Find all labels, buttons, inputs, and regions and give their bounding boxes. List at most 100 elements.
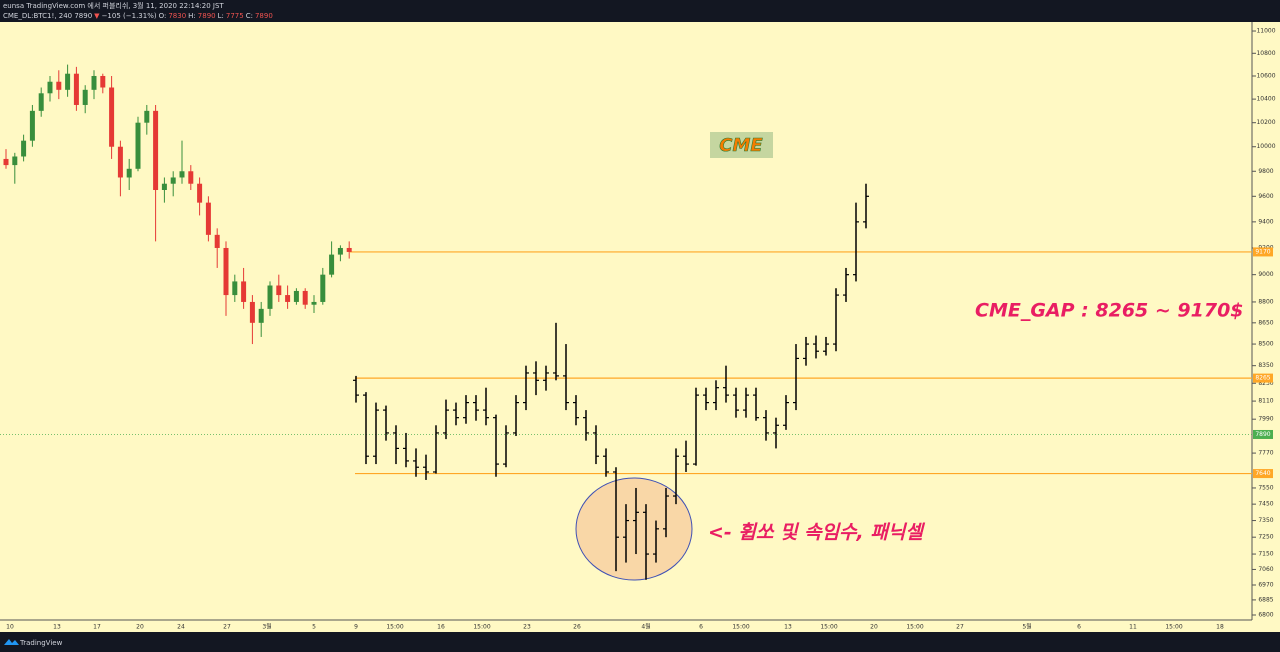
candle-body — [241, 281, 247, 302]
y-tick-label: 8500 — [1258, 341, 1273, 348]
candle-body — [179, 171, 185, 178]
y-tick-label: 10800 — [1256, 50, 1275, 57]
x-tick-label: 6 — [699, 624, 703, 631]
x-tick-label: 27 — [223, 624, 231, 631]
candle-body — [232, 281, 238, 296]
x-tick-label: 10 — [6, 624, 14, 631]
y-tick-label: 8110 — [1258, 398, 1273, 405]
y-tick-label: 7060 — [1258, 566, 1273, 573]
candle-body — [126, 168, 132, 178]
candle-body — [135, 122, 141, 169]
y-tick-label: 10000 — [1256, 143, 1275, 150]
candle-body — [267, 285, 273, 309]
candle-body — [65, 73, 71, 90]
brand: TradingView — [19, 639, 63, 647]
y-tick-label: 6885 — [1258, 596, 1273, 603]
y-tick-label: 7450 — [1258, 501, 1273, 508]
header-field: H: — [188, 12, 196, 20]
y-tick-label: 7150 — [1258, 551, 1273, 558]
x-tick-label: 15:00 — [1165, 624, 1182, 631]
candle-body — [214, 234, 220, 248]
candle-body — [346, 247, 352, 252]
price-label: 9170 — [1255, 248, 1270, 255]
x-tick-label: 15:00 — [386, 624, 403, 631]
note-annotation: <- 휩쏘 및 속임수, 패닉셀 — [708, 522, 925, 544]
candle-body — [170, 177, 176, 184]
header-field: O: — [159, 12, 167, 20]
candle-body — [161, 183, 167, 190]
y-tick-label: 8230 — [1258, 380, 1273, 387]
candle-body — [337, 247, 343, 255]
candle-body — [91, 75, 97, 90]
candle-body — [47, 81, 53, 94]
y-tick-label: 7770 — [1258, 450, 1273, 457]
cme-box — [710, 132, 773, 158]
header-field: 7890 — [198, 12, 216, 20]
candle-body — [329, 254, 335, 275]
y-tick-label: 8800 — [1258, 298, 1273, 305]
x-tick-label: 5 — [312, 624, 316, 631]
x-tick-label: 26 — [573, 624, 581, 631]
y-tick-label: 7250 — [1258, 534, 1273, 541]
x-tick-label: 3월 — [262, 623, 271, 631]
x-tick-label: 27 — [956, 624, 964, 631]
candle-body — [73, 73, 79, 105]
y-tick-label: 6800 — [1258, 611, 1273, 618]
header-field: 7890 — [255, 12, 273, 20]
candle-body — [302, 290, 308, 305]
header-line: eunsa TradingView.com 에서 퍼블리쉬, 3월 11, 20… — [3, 1, 224, 10]
y-tick-label: 8650 — [1258, 319, 1273, 326]
candle-body — [100, 75, 106, 88]
y-tick-label: 7550 — [1258, 484, 1273, 491]
candle-body — [109, 87, 115, 147]
header-field: L: — [218, 12, 224, 20]
header-field: CME_DL:BTC1!, 240 7890 — [3, 12, 92, 20]
candle-body — [258, 308, 264, 323]
candle-body — [144, 110, 150, 123]
candle-body — [223, 247, 229, 296]
header-symbol: CME_DL:BTC1!, 240 7890 ▼ −105 (−1.31%) O: 78… — [3, 12, 273, 20]
x-tick-label: 17 — [93, 624, 101, 631]
highlight-ellipse — [575, 477, 693, 581]
price-label: 8265 — [1255, 375, 1270, 382]
candle-body — [12, 156, 18, 166]
x-tick-label: 13 — [53, 624, 61, 631]
candle-body — [311, 301, 317, 305]
y-tick-label: 9000 — [1258, 271, 1273, 278]
candle-body — [197, 183, 203, 203]
y-tick-label: 9400 — [1258, 218, 1273, 225]
y-tick-label: 10400 — [1256, 96, 1275, 103]
x-tick-label: 15:00 — [906, 624, 923, 631]
candle-body — [276, 285, 282, 296]
x-tick-label: 20 — [870, 624, 878, 631]
candle-body — [38, 93, 44, 111]
x-tick-label: 6 — [1077, 624, 1081, 631]
candle-body — [82, 89, 88, 105]
candle-body — [3, 158, 9, 166]
price-label: 7640 — [1255, 470, 1270, 477]
y-tick-label: 7350 — [1258, 517, 1273, 524]
logo — [4, 639, 19, 645]
cme-label: CME — [719, 135, 763, 156]
gap-annotation: CME_GAP : 8265 ~ 9170$ — [975, 300, 1244, 322]
header-field: C: — [246, 12, 253, 20]
x-tick-label: 15:00 — [732, 624, 749, 631]
candle-body — [117, 146, 123, 178]
x-tick-label: 16 — [437, 624, 445, 631]
y-tick-label: 11000 — [1256, 28, 1275, 35]
y-tick-label: 10600 — [1256, 72, 1275, 79]
candle-body — [56, 81, 62, 90]
x-tick-label: 15:00 — [820, 624, 837, 631]
y-tick-label: 9800 — [1258, 168, 1273, 175]
x-tick-label: 18 — [1216, 624, 1224, 631]
header-field: 7830 — [168, 12, 186, 20]
candle-body — [29, 110, 35, 141]
price-label-bg — [1253, 373, 1273, 383]
price-label-bg — [1253, 469, 1273, 479]
header-field: ▼ — [94, 12, 100, 20]
candle-body — [205, 202, 211, 235]
candle-body — [293, 290, 299, 302]
y-tick-label: 9600 — [1258, 193, 1273, 200]
